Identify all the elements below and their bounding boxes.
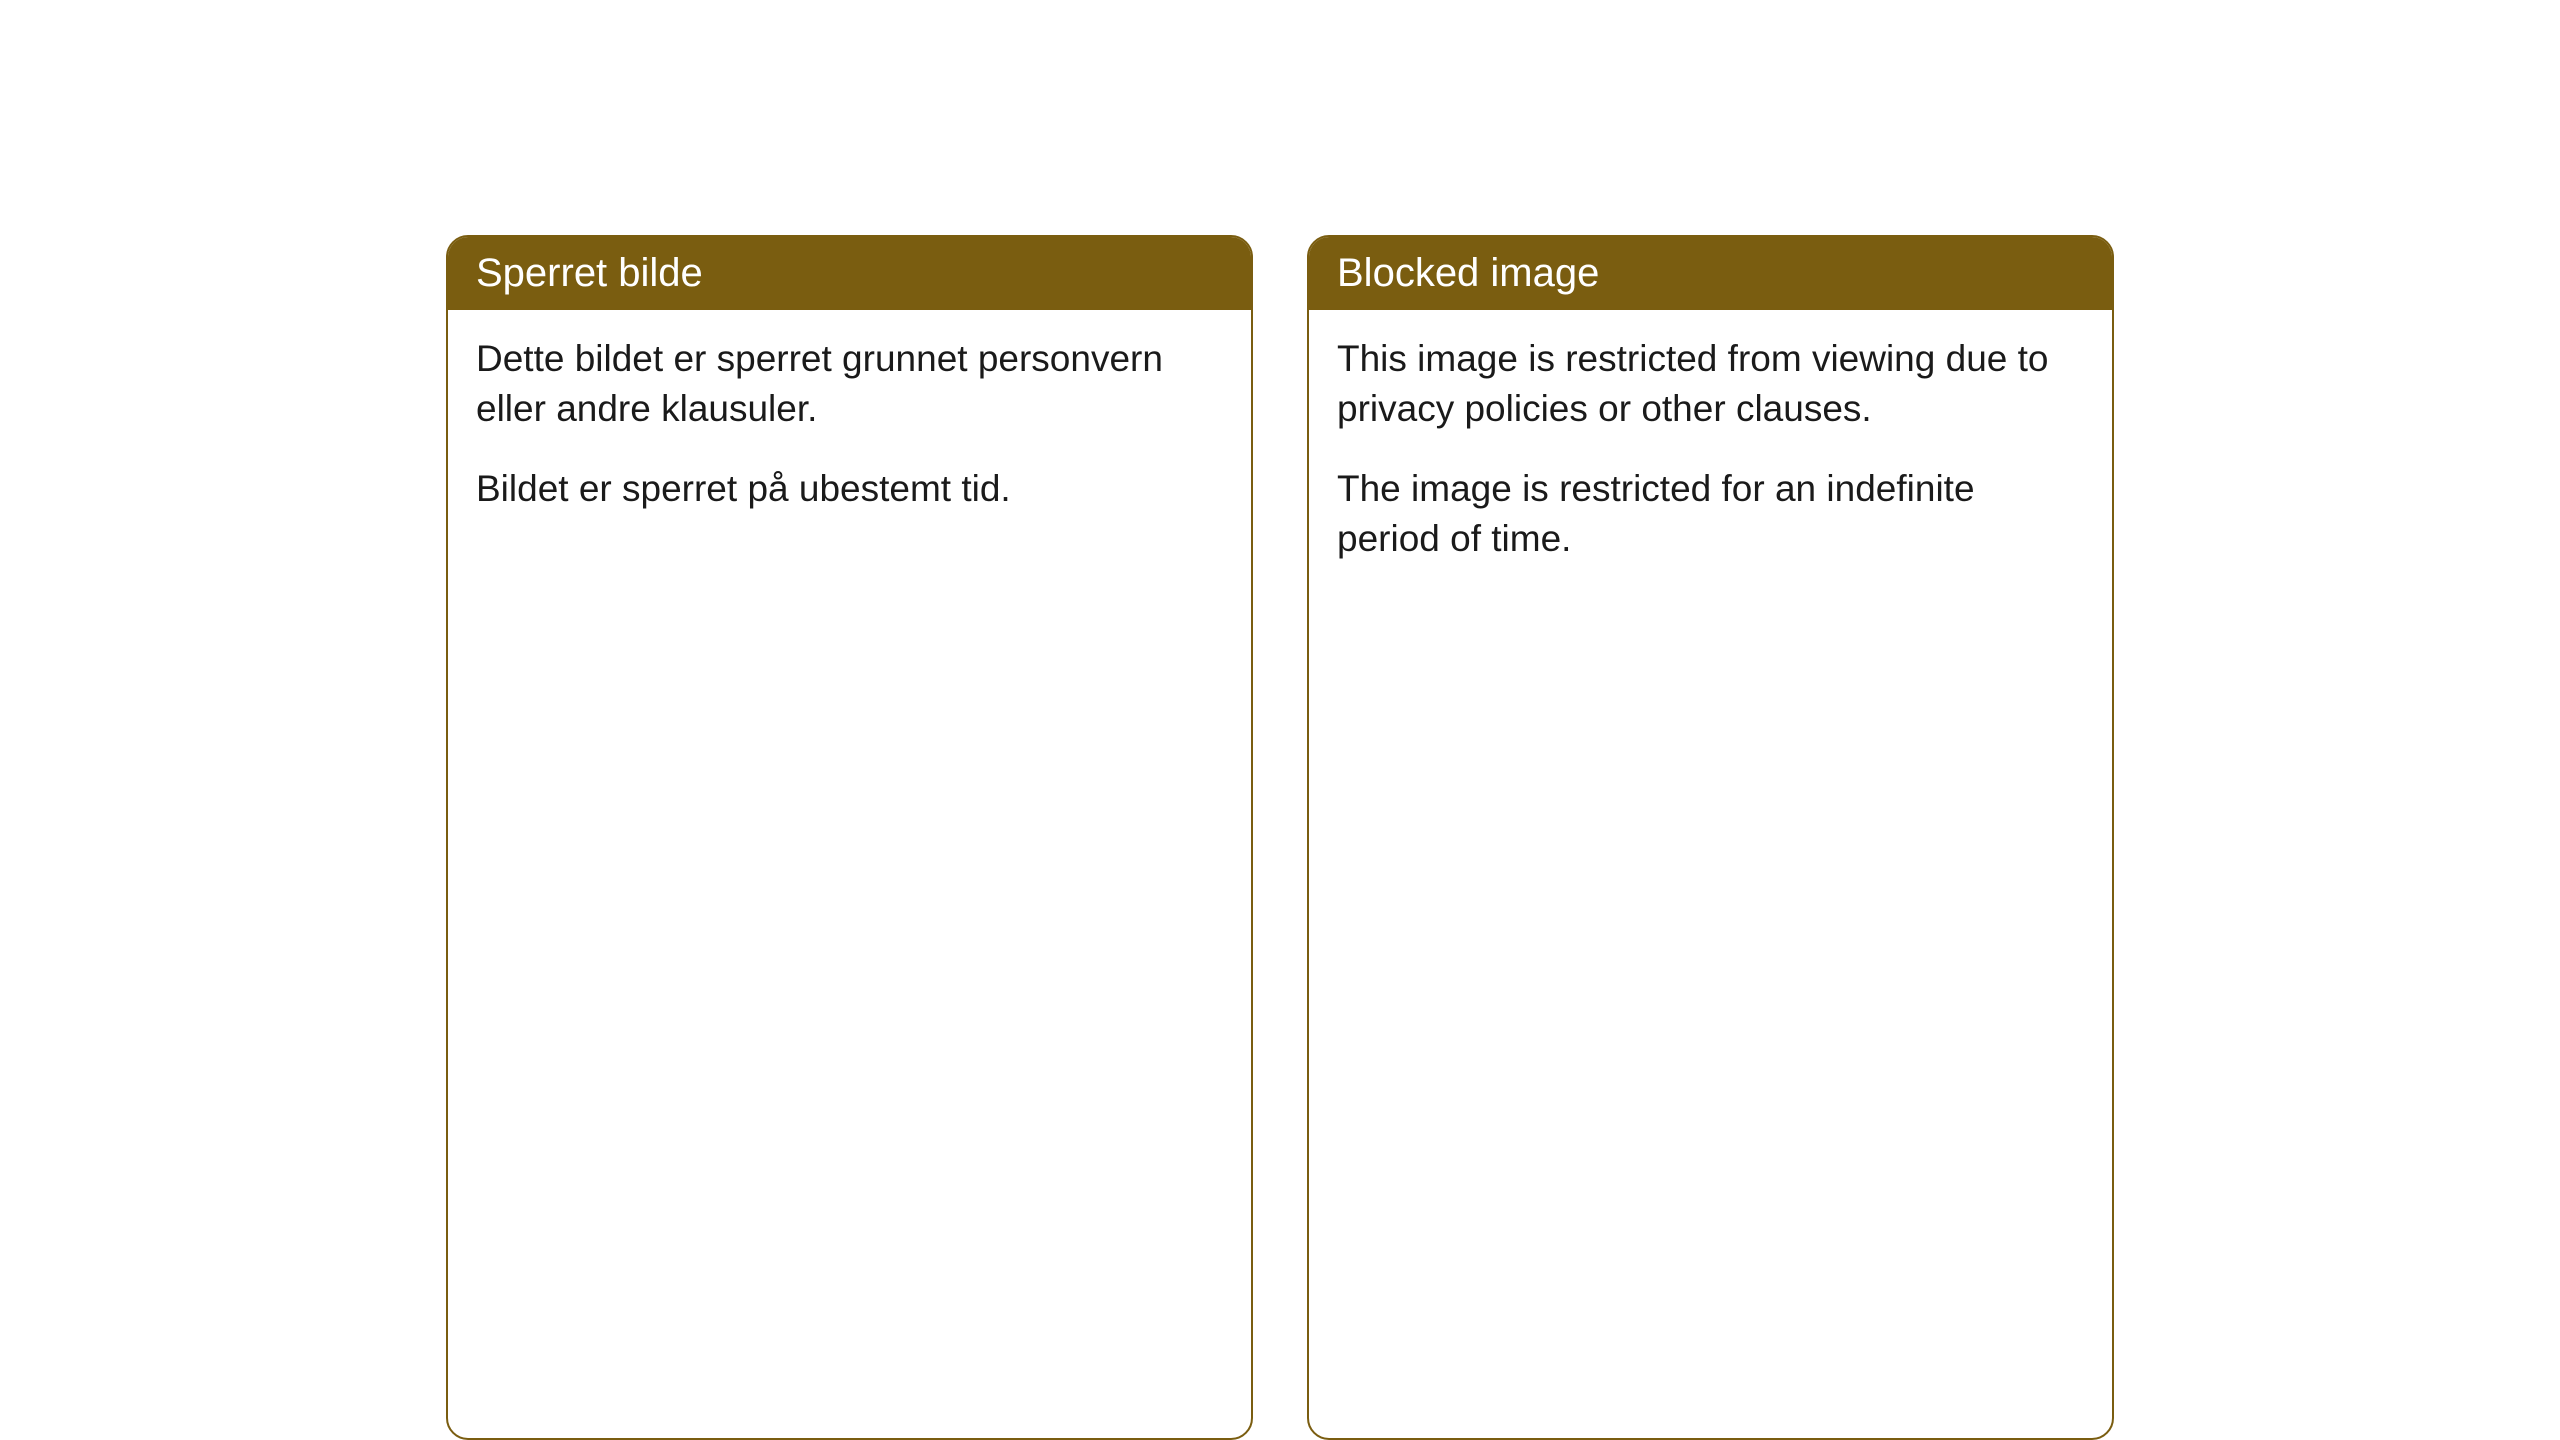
notice-container: Sperret bilde Dette bildet er sperret gr…: [446, 235, 2114, 1440]
card-body: This image is restricted from viewing du…: [1309, 310, 2112, 600]
card-header: Sperret bilde: [448, 237, 1251, 310]
card-body: Dette bildet er sperret grunnet personve…: [448, 310, 1251, 550]
notice-card-english: Blocked image This image is restricted f…: [1307, 235, 2114, 1440]
card-paragraph: Dette bildet er sperret grunnet personve…: [476, 334, 1223, 434]
card-title: Blocked image: [1337, 251, 1599, 295]
card-title: Sperret bilde: [476, 251, 703, 295]
card-paragraph: Bildet er sperret på ubestemt tid.: [476, 464, 1223, 514]
card-paragraph: This image is restricted from viewing du…: [1337, 334, 2084, 434]
card-header: Blocked image: [1309, 237, 2112, 310]
card-paragraph: The image is restricted for an indefinit…: [1337, 464, 2084, 564]
notice-card-norwegian: Sperret bilde Dette bildet er sperret gr…: [446, 235, 1253, 1440]
